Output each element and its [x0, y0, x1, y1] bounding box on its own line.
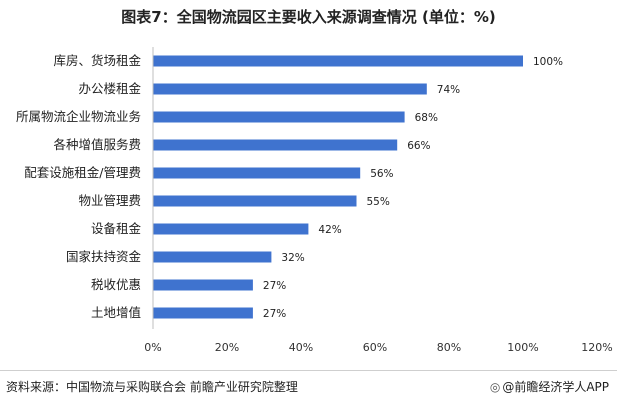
value-label: 27% [263, 308, 286, 320]
bar [153, 251, 272, 263]
bar [153, 111, 405, 123]
category-label: 库房、货场租金 [53, 53, 141, 68]
x-tick-label: 120% [581, 341, 612, 354]
bar [153, 83, 427, 95]
category-label: 配套设施租金/管理费 [24, 165, 141, 180]
source-note: 资料来源：中国物流与采购联合会 前瞻产业研究院整理 [6, 380, 298, 394]
value-label: 55% [367, 196, 390, 208]
value-label: 42% [318, 224, 341, 236]
x-tick-label: 40% [289, 341, 313, 354]
category-label: 国家扶持资金 [66, 249, 142, 264]
chart-title: 图表7：全国物流园区主要收入来源调查情况 (单位：%) [121, 8, 496, 26]
brand-text: @前瞻经济学人APP [502, 380, 609, 394]
category-label: 土地增值 [91, 305, 141, 320]
category-label: 办公楼租金 [78, 81, 141, 96]
category-label: 各种增值服务费 [53, 137, 141, 152]
value-label: 68% [415, 112, 438, 124]
qianzhan-logo-icon: ◎ [489, 380, 501, 394]
category-label: 税收优惠 [91, 277, 141, 292]
x-tick-label: 80% [437, 341, 461, 354]
category-label: 物业管理费 [78, 193, 141, 208]
category-label: 所属物流企业物流业务 [16, 109, 141, 124]
x-tick-label: 20% [215, 341, 239, 354]
x-tick-label: 60% [363, 341, 387, 354]
bar [153, 55, 523, 67]
bar [153, 167, 361, 179]
category-label: 设备租金 [91, 221, 142, 236]
value-label: 100% [533, 56, 563, 68]
x-tick-label: 0% [144, 341, 161, 354]
value-label: 56% [370, 168, 393, 180]
bar [153, 223, 309, 235]
x-tick-label: 100% [507, 341, 538, 354]
value-label: 66% [407, 140, 430, 152]
footer-divider [0, 370, 617, 371]
value-label: 74% [437, 84, 460, 96]
bar [153, 307, 253, 319]
bar [153, 279, 253, 291]
brand-credit: ◎ @前瞻经济学人APP [490, 378, 609, 395]
bar [153, 139, 398, 151]
bar [153, 195, 357, 207]
value-label: 32% [281, 252, 304, 264]
value-label: 27% [263, 280, 286, 292]
